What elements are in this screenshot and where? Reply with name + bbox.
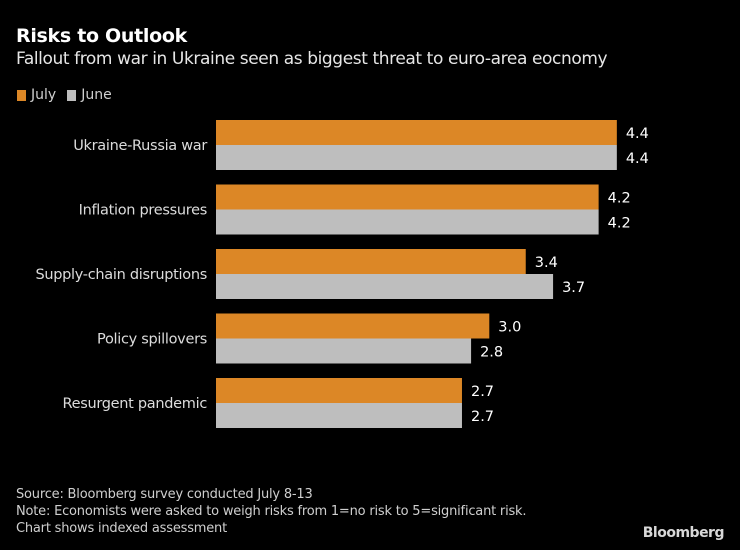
legend-item-june: June bbox=[67, 87, 112, 103]
category-label: Resurgent pandemic bbox=[62, 396, 207, 412]
bar-july bbox=[216, 378, 462, 403]
data-label-june: 3.7 bbox=[562, 280, 585, 296]
legend-label-june: June bbox=[81, 87, 112, 103]
bar-june bbox=[216, 338, 472, 364]
data-label-july: 4.4 bbox=[626, 126, 649, 142]
data-label-july: 4.2 bbox=[608, 191, 631, 207]
chart-subtitle: Fallout from war in Ukraine seen as bigg… bbox=[16, 49, 608, 69]
data-label-june: 2.7 bbox=[471, 409, 494, 425]
bar-july bbox=[216, 184, 599, 210]
data-label-july: 3.0 bbox=[498, 320, 521, 336]
legend-item-july: July bbox=[17, 87, 56, 103]
legend-swatch-june bbox=[67, 89, 77, 101]
bar-july bbox=[216, 120, 617, 145]
footer: Source: Bloomberg survey conducted July … bbox=[16, 486, 527, 537]
data-label-june: 4.4 bbox=[626, 151, 649, 167]
bar-june bbox=[216, 209, 599, 235]
bar-july bbox=[216, 313, 490, 339]
category-label: Ukraine-Russia war bbox=[73, 138, 207, 154]
chart-title: Risks to Outlook bbox=[16, 25, 187, 47]
data-label-june: 4.2 bbox=[608, 216, 631, 232]
bar-june bbox=[216, 274, 554, 299]
legend-label-july: July bbox=[31, 87, 57, 103]
data-label-june: 2.8 bbox=[480, 345, 503, 361]
methodology-note: Note: Economists were asked to weigh ris… bbox=[16, 504, 527, 519]
methodology-note-2: Chart shows indexed assessment bbox=[16, 521, 227, 536]
legend-swatch-july bbox=[17, 89, 26, 101]
category-label: Supply-chain disruptions bbox=[35, 267, 207, 283]
data-label-july: 2.7 bbox=[471, 384, 494, 400]
source-note: Source: Bloomberg survey conducted July … bbox=[16, 487, 313, 502]
data-label-july: 3.4 bbox=[535, 255, 558, 271]
category-label: Policy spillovers bbox=[97, 332, 207, 348]
bar-june bbox=[216, 145, 617, 170]
category-label: Inflation pressures bbox=[79, 203, 207, 219]
legend: July June bbox=[17, 87, 123, 103]
bar-june bbox=[216, 403, 462, 428]
bloomberg-logo: Bloomberg bbox=[642, 525, 725, 541]
bar-july bbox=[216, 249, 526, 274]
